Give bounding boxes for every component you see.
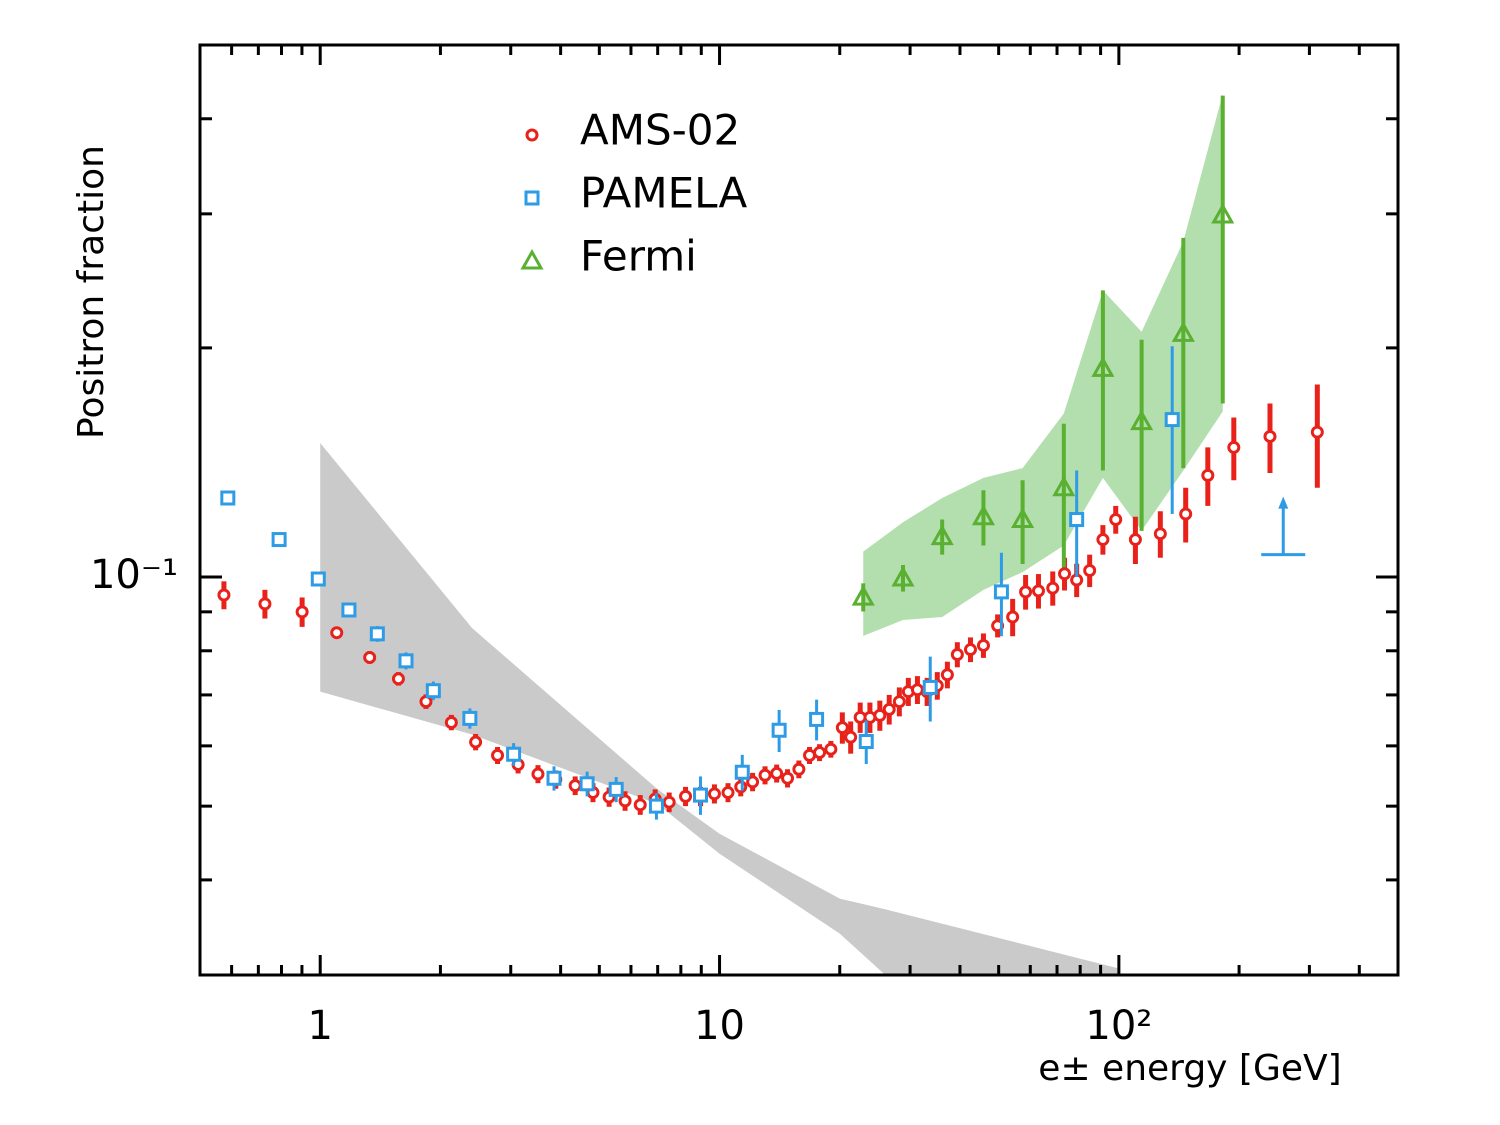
data-point — [1031, 584, 1045, 598]
legend-label: Fermi — [580, 232, 697, 281]
data-point — [835, 721, 849, 735]
data-point — [851, 585, 875, 606]
plot-frame — [198, 43, 1400, 977]
data-point — [1164, 412, 1180, 428]
data-point — [546, 770, 562, 786]
data-point — [950, 648, 964, 662]
data-point — [271, 532, 287, 548]
data-point — [892, 695, 906, 709]
data-point — [971, 504, 996, 526]
data-point — [813, 746, 827, 760]
data-point — [721, 786, 735, 800]
data-point — [792, 762, 806, 776]
data-point — [993, 584, 1009, 600]
data-point — [363, 650, 377, 664]
data-point — [891, 565, 915, 587]
data-point — [858, 733, 874, 749]
y-tick-label: 10⁻¹ — [90, 552, 178, 598]
data-point — [692, 787, 708, 803]
data-point — [1128, 533, 1142, 547]
data-point — [940, 668, 954, 682]
data-point — [258, 597, 272, 611]
data-point — [1153, 527, 1167, 541]
data-point — [770, 766, 784, 780]
data-point — [506, 746, 522, 762]
data-point — [734, 764, 750, 780]
legend-label: AMS-02 — [580, 106, 740, 155]
data-point — [398, 653, 414, 669]
data-point — [220, 490, 236, 506]
data-point — [976, 638, 990, 652]
data-point — [1211, 202, 1235, 224]
data-point — [746, 775, 760, 789]
data-point — [491, 748, 505, 762]
band — [320, 442, 1119, 975]
data-point — [462, 710, 478, 726]
data-point — [963, 643, 977, 657]
data-point — [1263, 429, 1277, 443]
data-point — [469, 735, 483, 749]
data-point — [217, 588, 231, 602]
data-point — [369, 626, 385, 642]
legend-marker — [525, 128, 539, 142]
data-point — [844, 730, 858, 744]
data-point — [444, 715, 458, 729]
data-point — [310, 571, 326, 587]
data-point — [1019, 585, 1033, 599]
data-point — [781, 771, 795, 785]
data-point — [608, 781, 624, 797]
data-point — [1006, 610, 1020, 624]
data-point — [425, 683, 441, 699]
legend-marker — [524, 190, 540, 206]
data-point — [1096, 533, 1110, 547]
data-point — [531, 767, 545, 781]
data-point — [809, 711, 825, 727]
legend-label: PAMELA — [580, 169, 748, 218]
data-point — [1310, 425, 1324, 439]
data-point — [391, 672, 405, 686]
data-point — [873, 708, 887, 722]
band — [863, 94, 1223, 636]
data-point — [771, 722, 787, 738]
data-point — [734, 780, 748, 794]
x-tick-label: 10² — [1085, 1003, 1152, 1049]
data-point — [662, 795, 676, 809]
data-point — [1046, 581, 1060, 595]
data-point — [803, 748, 817, 762]
data-point — [341, 602, 357, 618]
data-point — [1091, 356, 1115, 377]
data-point — [618, 794, 632, 808]
data-point — [330, 626, 344, 640]
legend-marker — [520, 248, 544, 270]
x-tick-label: 1 — [307, 1003, 332, 1049]
x-tick-label: 10 — [694, 1003, 745, 1049]
data-point — [1179, 507, 1193, 521]
limit-arrow — [1261, 496, 1306, 557]
data-point — [1227, 440, 1241, 454]
data-point — [1109, 513, 1123, 527]
data-point — [1052, 475, 1076, 497]
data-point — [1069, 512, 1085, 528]
data-point — [824, 742, 838, 756]
data-point — [679, 789, 693, 803]
data-point — [922, 679, 938, 695]
data-point — [1130, 409, 1154, 431]
data-point — [1201, 468, 1215, 482]
x-axis-label: e± energy [GeV] — [1038, 1048, 1341, 1089]
data-point — [579, 776, 595, 792]
data-point — [568, 779, 582, 793]
data-point — [1083, 563, 1097, 577]
data-point — [648, 798, 664, 814]
data-point — [633, 798, 647, 812]
data-point — [758, 768, 772, 782]
y-axis-label: Positron fraction — [71, 145, 112, 439]
data-point — [707, 787, 721, 801]
data-point — [1171, 321, 1195, 342]
data-point — [1011, 507, 1035, 529]
data-point — [295, 605, 309, 619]
data-point — [1058, 567, 1072, 581]
data-point — [930, 524, 954, 546]
data-point — [882, 702, 896, 716]
